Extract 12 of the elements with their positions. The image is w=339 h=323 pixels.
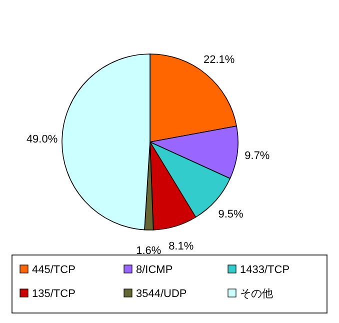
data-label: 9.5% — [218, 208, 244, 221]
data-label: 8.1% — [168, 240, 194, 252]
data-label: 49.0% — [26, 134, 58, 146]
legend-label: その他 — [240, 288, 273, 300]
data-label: 1.6% — [136, 244, 162, 257]
legend-label: 1433/TCP — [240, 264, 290, 276]
data-label: 9.7% — [244, 150, 270, 162]
legend-label: 135/TCP — [32, 288, 76, 300]
legend-label: 8/ICMP — [136, 264, 173, 276]
legend-label: 445/TCP — [32, 264, 76, 276]
data-label: 22.1% — [204, 54, 235, 66]
legend-label: 3544/UDP — [136, 288, 187, 300]
